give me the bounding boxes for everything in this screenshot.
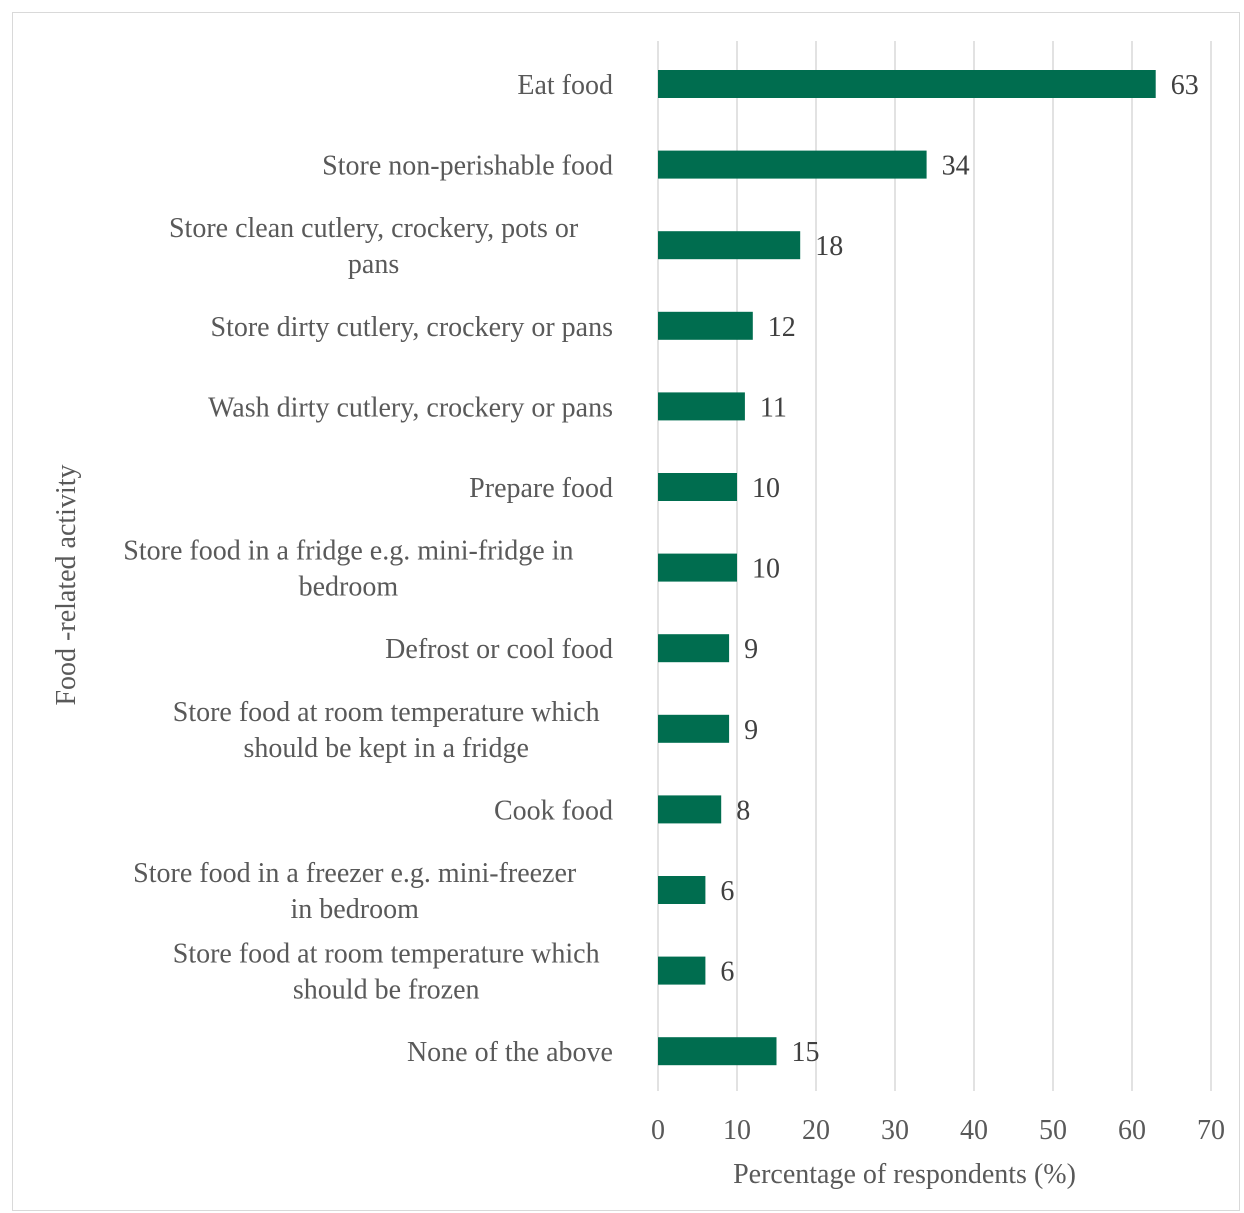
data-label: 11: [760, 392, 787, 423]
bar: [658, 231, 801, 260]
category-label-line: Store food at room temperature which: [173, 697, 600, 728]
x-tick-label: 60: [1118, 1115, 1146, 1146]
horizontal-bar-chart: Eat food Store non-perishable food Store c…: [51, 41, 1225, 1190]
gridlines: [657, 41, 1212, 1091]
category-label-line: Defrost or cool food: [385, 634, 613, 665]
category-label-line: Store non-perishable food: [322, 151, 613, 182]
data-label: 12: [768, 312, 796, 343]
category-label-line: Store clean cutlery, crockery, pots or: [169, 213, 579, 244]
category-label: Cook food: [494, 795, 613, 826]
x-tick-label: 0: [651, 1115, 665, 1146]
category-label-line: pans: [348, 249, 399, 280]
x-tick-label: 30: [881, 1115, 909, 1146]
bar: [658, 714, 730, 743]
category-label-line: Wash dirty cutlery, crockery or pans: [208, 392, 613, 423]
bars: [658, 70, 1156, 1066]
category-label-line: should be kept in a fridge: [244, 733, 529, 764]
category-label: Wash dirty cutlery, crockery or pans: [208, 392, 613, 423]
category-label: Defrost or cool food: [385, 634, 613, 665]
category-label-line: None of the above: [407, 1037, 613, 1068]
category-label-line: Store food in a freezer e.g. mini-freeze…: [133, 858, 577, 889]
category-label-line: in bedroom: [291, 894, 420, 925]
x-tick-labels: 0 10 20 30 40 50 60 70: [651, 1115, 1225, 1146]
category-label: Store non-perishable food: [322, 151, 613, 182]
bar: [658, 553, 737, 582]
bar: [658, 150, 927, 179]
bar: [658, 876, 706, 904]
category-label-line: Store food at room temperature which: [173, 939, 600, 970]
category-label-line: Store food in a fridge e.g. mini-fridge …: [123, 536, 573, 567]
category-label: Eat food: [517, 70, 613, 101]
x-tick-label: 50: [1039, 1115, 1067, 1146]
category-label-line: Cook food: [494, 795, 613, 826]
bar: [658, 795, 722, 824]
data-label: 6: [720, 876, 734, 907]
category-label-line: bedroom: [299, 572, 399, 603]
data-labels: 63 34 18 12 11 10 10 9 9 8 6 6 15: [720, 70, 1198, 1068]
category-label: Store food in a freezer e.g. mini-freeze…: [133, 858, 577, 925]
chart-container: Eat food Store non-perishable food Store c…: [12, 12, 1240, 1211]
bar: [658, 473, 737, 501]
category-label-line: should be frozen: [293, 975, 480, 1006]
category-label: Prepare food: [469, 473, 613, 504]
category-label-line: Eat food: [517, 70, 613, 101]
category-label: Store food in a fridge e.g. mini-fridge …: [123, 536, 573, 603]
x-tick-label: 40: [960, 1115, 988, 1146]
data-label: 63: [1171, 70, 1199, 101]
data-label: 6: [720, 957, 734, 988]
category-labels: Eat food Store non-perishable food Store c…: [123, 70, 613, 1068]
bar: [658, 956, 706, 985]
bar: [658, 392, 745, 421]
x-tick-label: 20: [802, 1115, 830, 1146]
data-label: 10: [752, 554, 780, 585]
data-label: 10: [752, 473, 780, 504]
category-label: Store clean cutlery, crockery, pots or pa…: [169, 213, 579, 280]
data-label: 9: [744, 715, 758, 746]
category-label: Store food at room temperature which shou…: [173, 697, 600, 764]
category-label: Store food at room temperature which shou…: [173, 939, 600, 1006]
x-axis-title: Percentage of respondents (%): [733, 1159, 1076, 1190]
bar: [658, 311, 753, 340]
category-label: None of the above: [407, 1037, 613, 1068]
data-label: 9: [744, 634, 758, 665]
bar: [658, 70, 1156, 98]
data-label: 15: [792, 1037, 820, 1068]
data-label: 8: [736, 795, 750, 826]
data-label: 18: [815, 231, 843, 262]
x-tick-label: 10: [723, 1115, 751, 1146]
x-tick-label: 70: [1197, 1115, 1225, 1146]
data-label: 34: [942, 151, 970, 182]
bar: [658, 1037, 777, 1066]
category-label-line: Prepare food: [469, 473, 613, 504]
category-label: Store dirty cutlery, crockery or pans: [211, 312, 614, 343]
category-label-line: Store dirty cutlery, crockery or pans: [211, 312, 614, 343]
bar: [658, 634, 730, 663]
y-axis-title: Food -related activity: [51, 464, 82, 705]
